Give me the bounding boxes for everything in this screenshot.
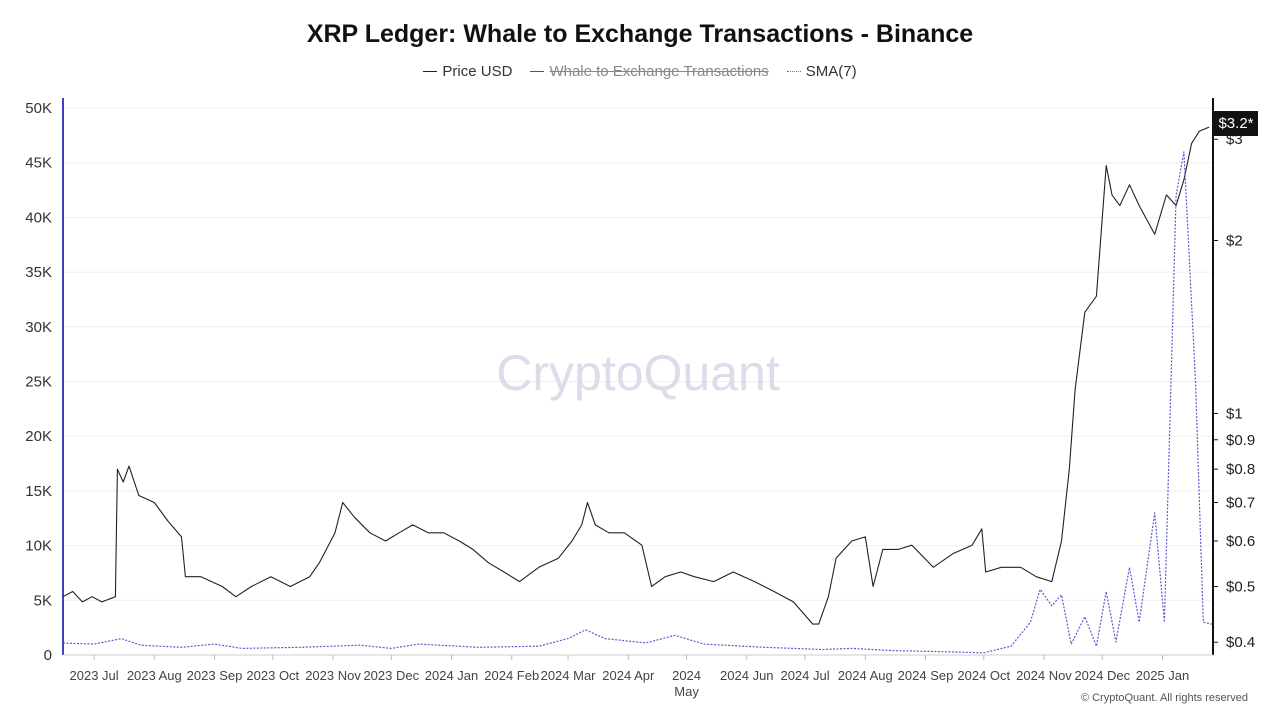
y-left-tick-label: 15K — [25, 483, 52, 500]
x-tick-label-line: 2024 — [672, 668, 701, 683]
legend-swatch-sma — [786, 71, 801, 72]
x-tick-label-line: 2024 Mar — [541, 668, 597, 683]
legend-item-price[interactable]: Price USD — [423, 63, 512, 80]
series-line-price — [62, 126, 1210, 625]
x-tick-label: 2024 May — [672, 668, 701, 699]
y-left-tick-label: 45K — [25, 155, 52, 172]
y-left-tick-label: 40K — [25, 209, 52, 226]
x-tick-label-line: 2023 Dec — [363, 668, 419, 683]
y-right-tick-label: $0.4 — [1226, 634, 1255, 651]
x-tick-label: 2024 Feb — [484, 668, 539, 683]
x-tick-label: 2023 Aug — [127, 668, 182, 683]
x-tick-label-line: 2023 Jul — [70, 668, 119, 683]
x-tick-label: 2023 Jul — [70, 668, 119, 683]
y-right-tick-label: $0.9 — [1226, 432, 1255, 449]
x-tick-label-line: 2024 Oct — [957, 668, 1010, 683]
legend-swatch-whale-tx — [530, 71, 545, 72]
legend-label-sma: SMA(7) — [805, 63, 857, 80]
legend-label-price: Price USD — [442, 63, 513, 80]
x-tick-label: 2024 Sep — [898, 668, 954, 683]
x-tick-label: 2023 Sep — [187, 668, 243, 683]
last-price-badge: $3.2* — [1214, 111, 1258, 136]
x-tick-label-line: May — [674, 684, 699, 699]
y-left-tick-label: 0 — [44, 647, 52, 664]
y-left-tick-label: 50K — [25, 100, 52, 117]
legend-item-whale-tx[interactable]: Whale to Exchange Transactions — [530, 63, 769, 80]
chart-title: XRP Ledger: Whale to Exchange Transactio… — [306, 20, 974, 48]
y-right-tick-label: $0.5 — [1226, 578, 1255, 595]
x-tick-label-line: 2024 Nov — [1016, 668, 1072, 683]
y-right-tick-label: $2 — [1226, 232, 1243, 249]
y-right-tick-label: $0.8 — [1226, 461, 1255, 478]
legend-item-sma[interactable]: SMA(7) — [786, 63, 857, 80]
legend-swatch-price — [423, 71, 438, 72]
x-tick-label: 2023 Oct — [246, 668, 299, 683]
watermark: CryptoQuant — [496, 345, 780, 401]
x-tick-label: 2024 Oct — [957, 668, 1010, 683]
y-right-tick-label: $0.6 — [1226, 533, 1255, 550]
y-left-tick-label: 5K — [34, 592, 52, 609]
x-tick-label-line: 2024 Jun — [720, 668, 774, 683]
x-tick-label: 2024 Dec — [1074, 668, 1130, 683]
x-tick-label-line: 2023 Aug — [127, 668, 182, 683]
x-tick-label: 2024 Nov — [1016, 668, 1072, 683]
copyright-notice: © CryptoQuant. All rights reserved — [1080, 692, 1248, 704]
y-left-tick-label: 20K — [25, 428, 52, 445]
x-tick-label: 2024 Jan — [425, 668, 479, 683]
y-right-tick-label: $1 — [1226, 405, 1243, 422]
x-tick-label-line: 2024 Feb — [484, 668, 539, 683]
y-left-tick-label: 35K — [25, 264, 52, 281]
x-tick-label: 2025 Jan — [1136, 668, 1190, 683]
x-tick-label: 2024 Jun — [720, 668, 774, 683]
x-tick-label-line: 2024 Apr — [602, 668, 655, 683]
x-tick-label-line: 2023 Sep — [187, 668, 243, 683]
x-tick-label: 2023 Nov — [305, 668, 361, 683]
y-left-tick-label: 30K — [25, 319, 52, 336]
x-tick-label-line: 2025 Jan — [1136, 668, 1190, 683]
x-tick-label: 2024 Aug — [838, 668, 893, 683]
y-left-tick-label: 10K — [25, 538, 52, 555]
x-tick-label-line: 2024 Jan — [425, 668, 479, 683]
x-tick-label-line: 2024 Sep — [898, 668, 954, 683]
series-line-sma — [62, 151, 1214, 654]
x-tick-label-line: 2024 Dec — [1074, 668, 1130, 683]
x-tick-label-line: 2023 Oct — [246, 668, 299, 683]
x-tick-label-line: 2024 Jul — [780, 668, 829, 683]
x-tick-label-line: 2023 Nov — [305, 668, 361, 683]
x-tick-label: 2024 Mar — [541, 668, 597, 683]
x-tick-label: 2024 Apr — [602, 668, 655, 683]
legend-label-whale-tx: Whale to Exchange Transactions — [549, 63, 769, 80]
y-left-tick-label: 25K — [25, 374, 52, 391]
x-tick-label: 2024 Jul — [780, 668, 829, 683]
y-right-tick-label: $0.7 — [1226, 495, 1255, 512]
x-tick-label-line: 2024 Aug — [838, 668, 893, 683]
legend: Price USD Whale to Exchange Transactions… — [0, 63, 1280, 80]
x-tick-label: 2023 Dec — [363, 668, 419, 683]
